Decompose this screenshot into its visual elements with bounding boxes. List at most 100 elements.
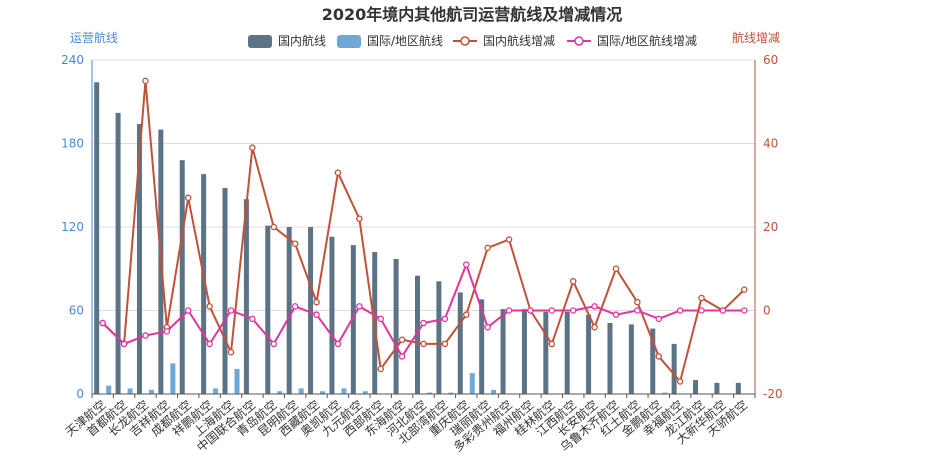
data-point (655, 353, 663, 360)
bar (362, 391, 368, 394)
data-point (334, 169, 342, 176)
bar (94, 82, 100, 395)
data-point (698, 307, 705, 314)
bar (127, 388, 133, 394)
data-point (698, 294, 705, 302)
data-point (591, 323, 598, 331)
bar (586, 314, 592, 394)
data-point (548, 340, 556, 348)
legend-marker (574, 36, 584, 46)
data-point (741, 286, 748, 293)
data-point (142, 77, 149, 85)
data-point (484, 244, 491, 252)
bar (136, 124, 142, 395)
data-point (313, 298, 320, 306)
y-right-tick-label: 60 (763, 53, 778, 67)
data-point (505, 307, 513, 314)
data-point (270, 223, 278, 231)
data-point (569, 278, 577, 285)
series-line (101, 80, 746, 384)
data-point (206, 340, 213, 348)
bar (298, 388, 304, 394)
data-point (291, 240, 299, 247)
bar (234, 368, 240, 394)
bar (448, 392, 454, 394)
y-axis-left-label: 运营航线 (70, 30, 118, 45)
legend-swatch (248, 35, 272, 48)
bar (714, 382, 720, 394)
legend-label: 国内航线 (278, 33, 326, 48)
bar (243, 199, 249, 394)
bar (479, 299, 485, 394)
legend-label: 国内航线增减 (483, 33, 555, 48)
y-left-tick-label: 240 (61, 53, 84, 67)
data-point (398, 336, 406, 343)
bar (148, 389, 154, 394)
data-point (548, 307, 556, 314)
bar (491, 389, 497, 394)
data-point (142, 332, 149, 339)
bar (179, 160, 185, 394)
legend: 国内航线 国际/地区航线 国内航线增减 国际/地区航线增减 (248, 33, 697, 48)
data-point (569, 307, 577, 314)
data-point (377, 315, 384, 323)
bar (457, 292, 463, 394)
data-point (420, 319, 427, 327)
data-point (591, 303, 598, 310)
bar (277, 391, 283, 394)
data-point (719, 307, 727, 314)
data-point (120, 340, 128, 348)
bar (564, 311, 570, 394)
bar (350, 245, 356, 394)
bar (341, 388, 347, 394)
bar (329, 236, 335, 394)
y-right-tick-label: 20 (763, 220, 778, 234)
data-point (270, 340, 278, 348)
bar (393, 259, 399, 394)
bar (671, 343, 677, 394)
bar (735, 382, 741, 394)
bar (662, 392, 668, 394)
bar (170, 363, 176, 394)
data-point (291, 303, 299, 310)
y-right-tick-label: -20 (763, 387, 783, 401)
bar (115, 112, 121, 394)
y-right-tick-label: 0 (763, 304, 771, 318)
data-point (463, 311, 470, 318)
data-point (227, 307, 235, 314)
y-left-tick-label: 120 (61, 220, 84, 234)
data-point (527, 307, 534, 314)
data-point (612, 265, 620, 272)
grid-lines (92, 59, 755, 311)
data-point (463, 261, 470, 268)
bar (320, 391, 326, 394)
data-point (356, 215, 363, 222)
y-left-tick-label: 0 (76, 387, 84, 401)
series-lines (99, 77, 748, 385)
bar (286, 227, 292, 394)
bar (436, 281, 442, 394)
bar (500, 309, 506, 394)
data-point (484, 323, 491, 331)
data-point (741, 307, 748, 314)
data-point (441, 315, 449, 323)
legend-label: 国际/地区航线增减 (597, 33, 697, 48)
bar (650, 328, 656, 394)
data-point (249, 144, 256, 151)
data-point (634, 298, 641, 306)
data-point (634, 307, 641, 314)
bar (106, 385, 112, 394)
data-point (612, 311, 620, 318)
data-point (163, 328, 171, 335)
data-point (398, 353, 406, 360)
bar (469, 373, 475, 394)
data-point (420, 340, 427, 348)
data-point (249, 315, 256, 323)
bar (693, 380, 699, 394)
bar (213, 388, 219, 394)
data-point (227, 348, 235, 356)
data-point (313, 311, 320, 318)
data-point (356, 303, 363, 310)
